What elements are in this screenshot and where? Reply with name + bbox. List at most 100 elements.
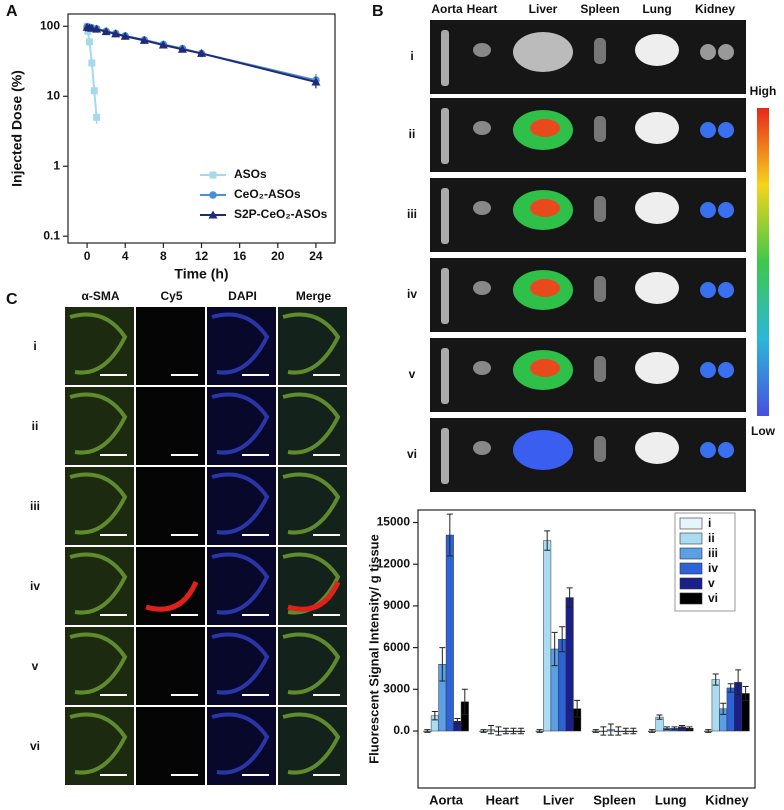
organ — [441, 428, 449, 484]
bar — [543, 540, 552, 732]
signal — [530, 119, 560, 137]
organ-label: Heart — [467, 2, 498, 16]
y-tick-label: 9000 — [383, 598, 410, 612]
row-label: vi — [30, 739, 40, 753]
error-bar — [664, 726, 671, 731]
error-bar — [678, 724, 685, 729]
y-tick-label: 15000 — [377, 515, 411, 529]
imaging-photo — [430, 258, 746, 332]
panel-label: C — [6, 291, 18, 308]
x-tick-label: 24 — [309, 249, 323, 263]
tissue — [282, 472, 341, 535]
organ-label: Spleen — [580, 2, 619, 16]
organ — [635, 112, 679, 144]
organ-label: Lung — [642, 2, 671, 16]
legend-frame — [674, 512, 736, 612]
marker — [88, 59, 96, 67]
legend-swatch — [679, 592, 703, 605]
organ — [718, 122, 734, 138]
x-tick-label: 0 — [84, 249, 91, 263]
organ — [594, 276, 606, 302]
row-label: vi — [407, 447, 417, 461]
organ — [635, 432, 679, 464]
y-tick-label: 6000 — [383, 640, 410, 654]
error-bar — [592, 729, 599, 733]
error-bar — [480, 729, 487, 733]
error-bar — [536, 729, 543, 733]
error-bar — [446, 513, 453, 557]
x-tick-label: Liver — [543, 792, 574, 807]
tissue — [282, 312, 341, 375]
organ — [718, 202, 734, 218]
legend-swatch — [679, 547, 703, 560]
error-bar — [424, 729, 431, 733]
x-tick-label: 8 — [160, 249, 167, 263]
error-bar — [454, 718, 461, 725]
error-bar — [630, 727, 637, 735]
legend-swatch — [679, 562, 703, 575]
organ — [700, 44, 716, 60]
x-tick-label: Lung — [655, 792, 687, 807]
imaging-photo — [430, 98, 746, 172]
imaging-photo — [430, 178, 746, 252]
x-tick-label: 16 — [233, 249, 247, 263]
x-tick-label: 12 — [195, 249, 209, 263]
organ — [718, 442, 734, 458]
error-bar — [705, 729, 712, 733]
organ — [473, 281, 491, 295]
tissue — [211, 392, 270, 455]
signal — [530, 279, 560, 297]
legend-label: ASOs — [234, 167, 267, 181]
marker — [111, 29, 121, 38]
organ — [700, 282, 716, 298]
error-bar — [649, 729, 656, 733]
organ — [700, 442, 716, 458]
tissue — [69, 552, 128, 615]
row-label: i — [33, 339, 36, 353]
micrograph — [136, 387, 205, 465]
tissue — [211, 312, 270, 375]
bar — [565, 597, 574, 732]
tissue — [211, 472, 270, 535]
organ — [594, 436, 606, 462]
error-bar — [671, 726, 678, 731]
organ — [700, 362, 716, 378]
organ — [635, 34, 679, 66]
organ — [700, 122, 716, 138]
marker — [209, 171, 217, 179]
error-bar — [735, 669, 742, 696]
organ — [635, 272, 679, 304]
legend-swatch — [679, 532, 703, 545]
scale-label: Low — [751, 424, 776, 438]
error-bar — [574, 699, 581, 718]
x-tick-label: 20 — [271, 249, 285, 263]
marker — [120, 31, 130, 40]
x-tick-label: 4 — [122, 249, 129, 263]
organ — [441, 188, 449, 244]
x-axis-title: Time (h) — [174, 266, 228, 282]
organ — [594, 356, 606, 382]
micrograph — [136, 467, 205, 545]
bar — [726, 687, 735, 732]
channel-label: Cy5 — [160, 289, 182, 303]
imaging-photo — [430, 20, 746, 94]
error-bar — [439, 647, 446, 682]
tissue — [69, 632, 128, 695]
tissue — [69, 712, 128, 775]
row-label: i — [410, 49, 413, 63]
organ-label: Kidney — [695, 2, 735, 16]
organ — [635, 352, 679, 384]
error-bar — [495, 726, 502, 736]
bar — [445, 534, 454, 732]
row-label: iii — [30, 499, 40, 513]
marker — [177, 44, 187, 53]
channel-label: DAPI — [228, 289, 257, 303]
organ — [513, 430, 573, 470]
row-label: v — [32, 659, 39, 673]
error-bar — [727, 683, 734, 693]
organ — [441, 348, 449, 404]
tissue — [211, 712, 270, 775]
bar — [711, 679, 720, 732]
error-bar — [488, 724, 495, 735]
error-bar — [615, 726, 622, 736]
